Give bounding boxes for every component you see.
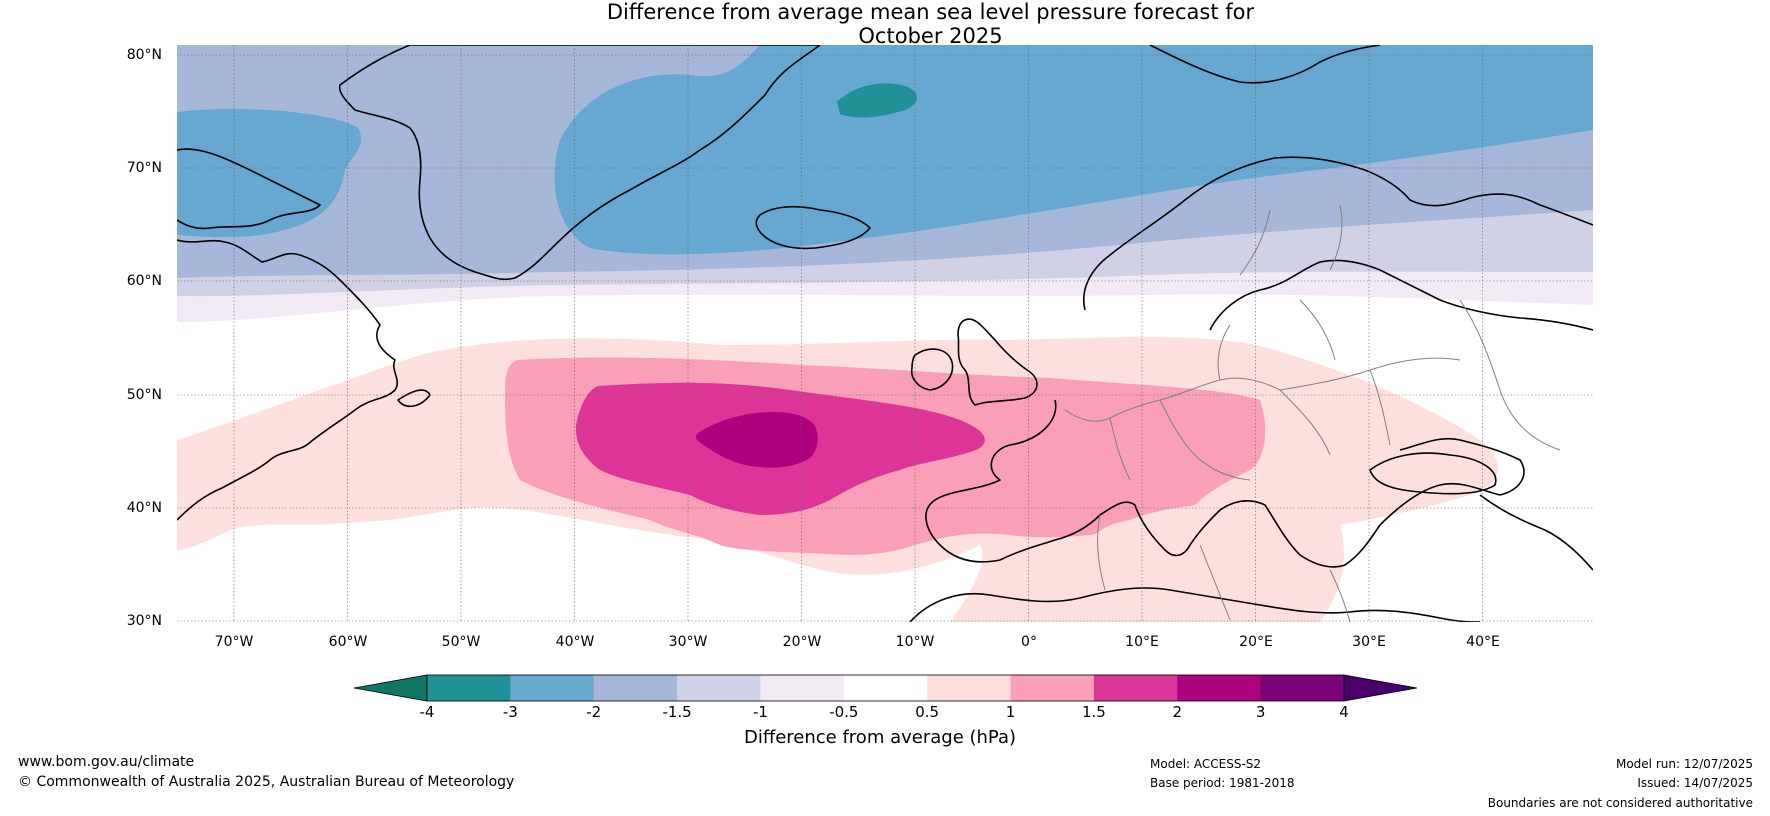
- coastlines: [177, 45, 1593, 622]
- colorbar-segment: [427, 675, 511, 701]
- colorbar-segment: [927, 675, 1012, 701]
- colorbar-tick-label: 2: [1172, 703, 1183, 721]
- issued-text: Issued: 14/07/2025: [1637, 776, 1753, 790]
- lat-label-60n: 60°N: [126, 273, 162, 289]
- coast-western-europe: [925, 399, 1525, 568]
- website-link[interactable]: www.bom.gov.au/climate: [18, 754, 195, 770]
- lon-label-60w: 60°W: [328, 634, 368, 650]
- colorbar-segment: [677, 675, 761, 701]
- lon-label-30e: 30°E: [1352, 634, 1386, 650]
- colorbar-extend-low: [353, 674, 428, 702]
- colorbar-tick-label: 1: [1005, 703, 1016, 721]
- colorbar-tick-label: -1: [752, 703, 768, 721]
- country-borders: [1064, 204, 1561, 622]
- colorbar-tick-label: 4: [1339, 703, 1349, 721]
- lon-label-40e: 40°E: [1466, 634, 1500, 650]
- band-neg-2-main: [554, 45, 1593, 255]
- band-pos-2: [695, 412, 818, 468]
- lon-label-40w: 40°W: [555, 634, 595, 650]
- coast-ireland: [910, 348, 954, 391]
- coast-iceland: [755, 205, 871, 250]
- colorbar-tick-label: -1.5: [662, 703, 692, 721]
- coast-baltic: [1209, 259, 1593, 331]
- lon-label-20e: 20°E: [1239, 634, 1273, 650]
- coast-great-britain: [957, 318, 1038, 406]
- coast-north-africa: [909, 587, 1481, 622]
- colorbar-tick-label: -0.5: [829, 703, 859, 721]
- disclaimer-text: Boundaries are not considered authoritat…: [1487, 796, 1753, 810]
- colorbar-label: Difference from average (hPa): [743, 727, 1017, 748]
- lon-label-30w: 30°W: [668, 634, 708, 650]
- coast-north-america: [177, 239, 399, 521]
- copyright-text: © Commonwealth of Australia 2025, Austra…: [18, 774, 515, 790]
- coast-east-med: [1479, 494, 1593, 571]
- map-plot-area: [177, 45, 1593, 622]
- lat-label-50n: 50°N: [126, 387, 162, 403]
- model-run-text: Model run: 12/07/2025: [1615, 757, 1753, 771]
- colorbar-extend-high: [1343, 674, 1418, 702]
- colorbar-tick-label: 3: [1255, 703, 1266, 721]
- coast-black-sea: [1369, 452, 1497, 495]
- title-line-2: October 2025: [858, 24, 1003, 48]
- map-gridlines: [177, 45, 1593, 622]
- colorbar-segment: [510, 675, 595, 701]
- lon-label-70w: 70°W: [214, 634, 254, 650]
- colorbar-tick-label: -4: [419, 703, 435, 721]
- lon-label-0: 0°: [1021, 634, 1037, 650]
- map-title: Difference from average mean sea level p…: [0, 0, 1770, 48]
- title-line-1: Difference from average mean sea level p…: [606, 0, 1255, 24]
- colorbar-segment: [1093, 675, 1178, 701]
- model-text: Model: ACCESS-S2: [1150, 757, 1262, 771]
- coast-baffin: [177, 148, 321, 230]
- colorbar-tick-label: 1.5: [1081, 703, 1106, 721]
- coast-svalbard: [1149, 45, 1381, 84]
- colorbar-segment: [1177, 675, 1262, 701]
- colorbar-segment: [760, 675, 845, 701]
- lat-label-80n: 80°N: [126, 47, 162, 63]
- colorbar-segment: [1260, 675, 1345, 701]
- lat-label-40n: 40°N: [126, 500, 162, 516]
- lat-label-70n: 70°N: [126, 160, 162, 176]
- colorbar-segments: [353, 674, 1418, 702]
- colorbar-tick-label: 0.5: [915, 703, 940, 721]
- lon-label-50w: 50°W: [441, 634, 481, 650]
- colorbar-frame: [426, 674, 1345, 702]
- colorbar-tick-label: -3: [502, 703, 518, 721]
- base-period-text: Base period: 1981-2018: [1150, 776, 1295, 790]
- colorbar-segment: [1010, 675, 1095, 701]
- coast-greenland: [338, 45, 821, 281]
- colorbar-segment: [593, 675, 678, 701]
- lon-label-10w: 10°W: [895, 634, 935, 650]
- lon-label-10e: 10°E: [1125, 634, 1159, 650]
- band-neg-2-west: [177, 108, 362, 238]
- colorbar-segment: [843, 675, 928, 701]
- band-neg-3: [837, 83, 918, 118]
- colorbar-tick-label: -2: [586, 703, 602, 721]
- lat-label-30n: 30°N: [126, 613, 162, 629]
- coast-scandinavia: [1083, 156, 1593, 311]
- lon-label-20w: 20°W: [782, 634, 822, 650]
